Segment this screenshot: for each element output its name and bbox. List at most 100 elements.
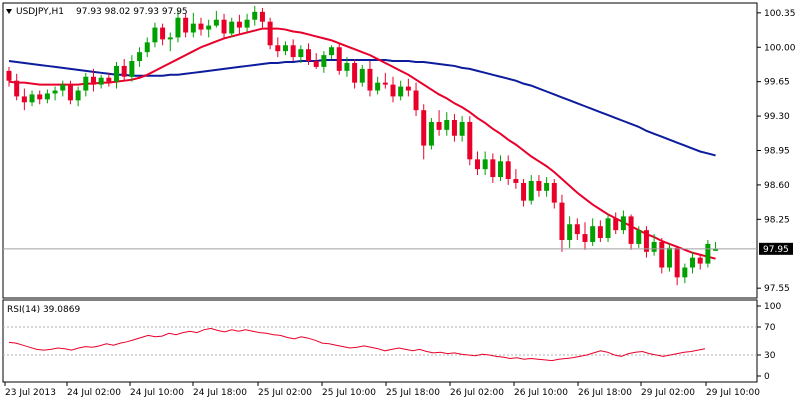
candle-body: [52, 90, 58, 94]
candle-body: [106, 77, 112, 82]
rsi-pane[interactable]: [2, 299, 758, 383]
candle: [21, 88, 27, 111]
candle: [451, 114, 457, 142]
candle-body: [183, 17, 189, 33]
candle-body: [620, 216, 626, 231]
candle: [37, 90, 43, 105]
candle-body: [551, 182, 557, 203]
candle: [352, 59, 358, 89]
ma-slow-line: [8, 59, 716, 157]
triangle-down-icon[interactable]: [6, 9, 12, 14]
candle: [444, 112, 450, 136]
candle-body: [198, 23, 204, 30]
candle-body: [390, 84, 396, 97]
candle: [459, 116, 465, 142]
candle: [298, 45, 304, 63]
time-tick-label: 25 Jul 02:00: [258, 388, 312, 398]
candle-body: [275, 45, 281, 52]
time-tick-label: 24 Jul 02:00: [67, 388, 121, 398]
candle-body: [666, 247, 672, 268]
candle: [375, 76, 381, 95]
candle: [290, 39, 296, 62]
ma-slow-layer: [8, 59, 716, 157]
candle-body: [336, 47, 342, 71]
candle-body: [213, 19, 219, 26]
time-tick-label: 26 Jul 18:00: [578, 388, 632, 398]
candle-body: [505, 161, 511, 180]
candle-body: [352, 62, 358, 83]
candle-body: [190, 23, 196, 33]
candle: [137, 47, 143, 67]
rsi-axis[interactable]: 100 70 30 0: [757, 302, 781, 382]
candle: [628, 214, 634, 250]
candle: [590, 218, 596, 246]
candle-body: [121, 65, 127, 77]
time-tick-label: 26 Jul 10:00: [514, 388, 568, 398]
candle: [674, 245, 680, 286]
candle: [659, 238, 665, 274]
candle-body: [597, 226, 603, 239]
rsi-tick-label: 100: [764, 302, 781, 312]
rsi-level-lines: [3, 326, 757, 356]
candle: [682, 263, 688, 284]
candle-body: [444, 120, 450, 130]
current-price-badge: [759, 242, 793, 255]
candle: [421, 104, 427, 160]
candle-body: [536, 180, 542, 191]
candle: [129, 55, 135, 82]
candle-body: [613, 218, 619, 231]
candle-body: [60, 84, 66, 91]
candle: [183, 13, 189, 38]
candle: [405, 78, 411, 97]
candle: [705, 239, 711, 268]
candle-body: [521, 182, 527, 201]
price-pane[interactable]: [2, 2, 758, 299]
candle: [198, 17, 204, 36]
candle: [60, 80, 66, 97]
candle-body: [451, 120, 457, 136]
candlestick-series: [6, 5, 719, 286]
candle: [98, 74, 104, 89]
candle-body: [129, 61, 135, 77]
candle: [44, 89, 50, 104]
candle: [513, 169, 519, 189]
candle-body: [421, 110, 427, 146]
price-axis[interactable]: 100.35 100.00 99.65 99.30 98.95 98.60 98.25 97.…: [757, 9, 796, 294]
candle: [382, 72, 388, 89]
candle: [559, 194, 565, 252]
candle: [206, 19, 212, 38]
candle: [544, 177, 550, 197]
candle: [267, 17, 273, 50]
ma-fast-layer: [8, 27, 716, 260]
candle: [498, 155, 504, 181]
time-tick-label: 23 Jul 2013: [5, 388, 56, 398]
candle-body: [574, 224, 580, 235]
candle-body: [528, 180, 534, 201]
time-axis[interactable]: 23 Jul 2013 24 Jul 02:00 24 Jul 10:00 24 Ju…: [4, 382, 760, 398]
candle-body: [344, 62, 350, 71]
candle-body: [436, 121, 442, 130]
candle: [282, 41, 288, 56]
candle: [160, 23, 166, 46]
candle: [29, 90, 35, 107]
rsi-layer: [8, 327, 706, 362]
candle: [482, 151, 488, 176]
price-tick-label: 98.25: [764, 215, 790, 225]
candle-body: [513, 179, 519, 183]
candle-body: [236, 21, 242, 28]
candle-body: [90, 76, 96, 85]
candle: [336, 43, 342, 75]
candle: [229, 17, 235, 38]
candle-body: [160, 27, 166, 40]
candle-body: [306, 49, 312, 62]
candle: [329, 45, 335, 60]
candle-body: [6, 70, 12, 81]
candle-body: [313, 61, 319, 67]
candle: [651, 234, 657, 256]
candle-body: [83, 76, 89, 91]
candle-body: [382, 82, 388, 85]
candle: [474, 151, 480, 176]
candle: [244, 13, 250, 32]
symbol-label: USDJPY,H1: [16, 7, 64, 17]
